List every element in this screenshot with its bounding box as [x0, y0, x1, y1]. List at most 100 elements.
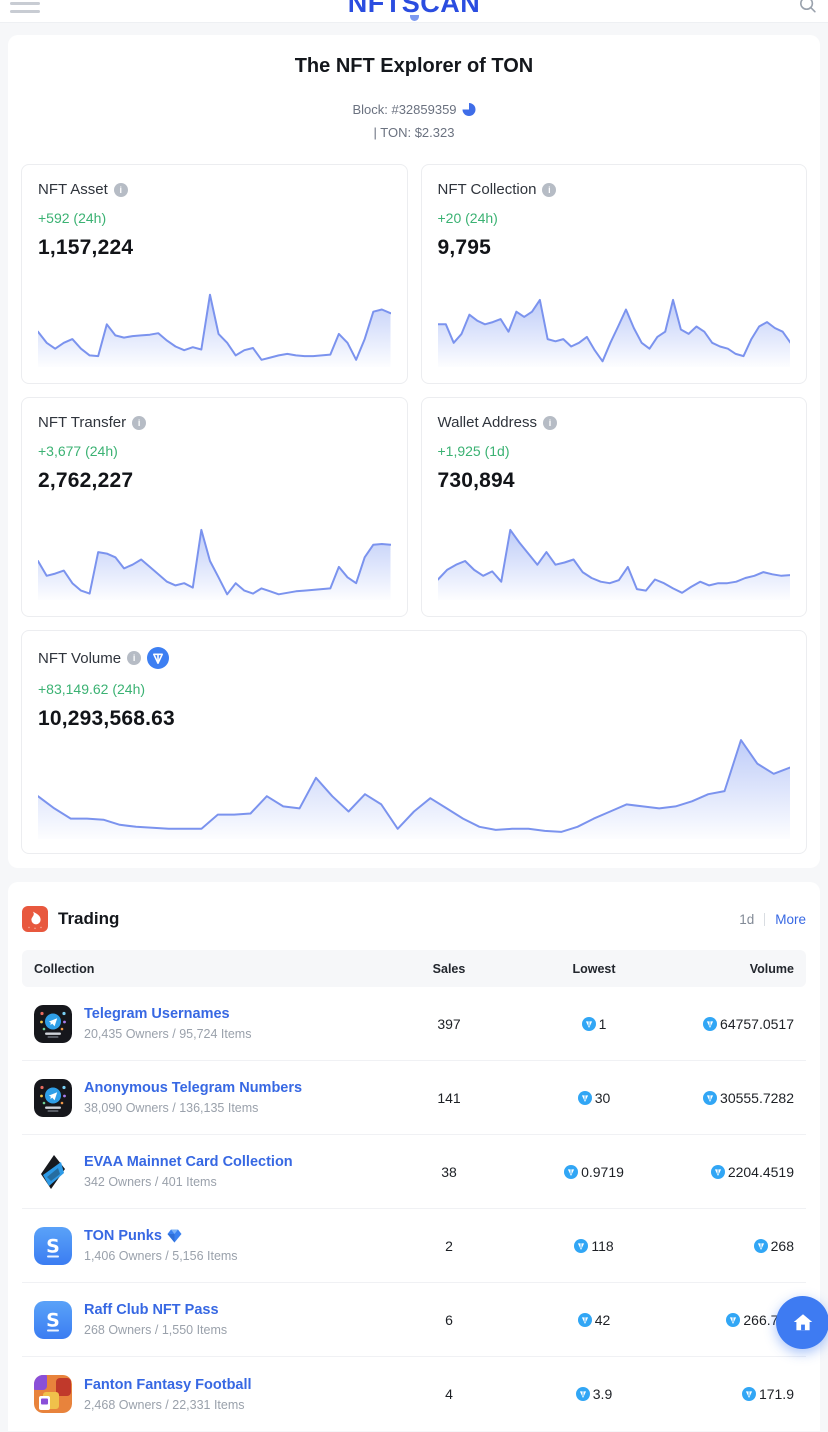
sales-value: 2 [445, 1237, 453, 1254]
nft-collection-chart [436, 289, 791, 367]
collection-avatar: S [34, 1226, 72, 1265]
column-header-collection: Collection [34, 961, 95, 976]
top-bar: NFTSCAN [0, 0, 828, 23]
wallet-address-chart [436, 522, 791, 600]
stat-change: +1,925 (1d) [437, 443, 510, 459]
volume-value: 30555.7282 [720, 1089, 794, 1106]
sales-value: 4 [445, 1386, 453, 1402]
volume-value: 2204.4519 [727, 1163, 794, 1180]
ton-coin-icon [581, 1016, 596, 1031]
ton-coin-icon [564, 1164, 579, 1179]
stat-card-nft-transfer: NFT Transfer i +3,677 (24h) 2,762,227 [21, 397, 408, 617]
ton-badge-icon [147, 647, 170, 669]
table-row[interactable]: Telegram Usernames 20,435 Owners / 95,72… [22, 987, 806, 1061]
collection-avatar: S [34, 1300, 72, 1339]
home-icon [793, 1313, 812, 1330]
stat-value: 730,894 [437, 469, 515, 492]
block-number: Block: #32859359 [352, 102, 457, 117]
svg-text:S: S [46, 1309, 60, 1331]
back-to-top-button[interactable] [776, 1296, 828, 1349]
ton-price: | TON: $2.323 [373, 125, 455, 140]
table-row[interactable]: Fanton Fantasy Football 2,468 Owners / 2… [22, 1357, 806, 1431]
collection-name[interactable]: EVAA Mainnet Card Collection [84, 1154, 293, 1170]
nftscan-logo[interactable]: NFTSCAN [347, 0, 481, 18]
column-header-volume: Volume [749, 961, 794, 976]
hamburger-bar [10, 10, 40, 13]
lowest-value: 118 [591, 1237, 614, 1254]
table-row[interactable]: EVAA Mainnet Card Collection 342 Owners … [22, 1135, 806, 1209]
collection-meta: 2,468 Owners / 22,331 Items [84, 1397, 245, 1412]
collection-avatar [34, 1078, 72, 1117]
nft-transfer-chart [37, 522, 392, 600]
sales-value: 141 [437, 1089, 461, 1106]
ton-coin-icon [741, 1387, 756, 1401]
nft-volume-chart [37, 733, 791, 839]
stat-label: Wallet Address [437, 414, 538, 431]
table-row[interactable]: S Raff Club NFT Pass 268 Owners / 1,550 … [22, 1283, 806, 1357]
collection-meta: 342 Owners / 401 Items [84, 1175, 217, 1189]
collection-meta: 1,406 Owners / 5,156 Items [84, 1249, 238, 1263]
stat-label: NFT Transfer [38, 414, 127, 431]
trading-table-body: Telegram Usernames 20,435 Owners / 95,72… [22, 987, 806, 1431]
column-header-sales: Sales [432, 961, 466, 976]
stat-card-wallet-address: Wallet Address i +1,925 (1d) 730,894 [420, 397, 807, 617]
stat-change: +3,677 (24h) [38, 443, 118, 459]
period-selector[interactable]: 1d [739, 911, 755, 927]
ton-coin-icon [753, 1238, 768, 1253]
info-icon[interactable]: i [542, 182, 557, 197]
search-icon[interactable] [798, 0, 818, 19]
volume-value: 268 [770, 1237, 794, 1254]
collection-name[interactable]: Fanton Fantasy Football [84, 1376, 252, 1393]
table-row[interactable]: S TON Punks 1,406 Owners / 5,156 Items 2 [22, 1209, 806, 1283]
collection-name[interactable]: Anonymous Telegram Numbers [84, 1080, 303, 1096]
stat-value: 10,293,568.63 [38, 707, 175, 730]
stat-label: NFT Collection [437, 181, 537, 198]
divider [764, 912, 766, 926]
lowest-value: 0.9719 [581, 1163, 624, 1180]
nft-asset-chart [37, 289, 392, 367]
ton-coin-icon [726, 1312, 741, 1327]
ton-coin-icon [710, 1164, 725, 1179]
ton-coin-icon [703, 1016, 718, 1031]
block-live-icon [462, 103, 476, 116]
info-icon[interactable]: i [113, 182, 128, 197]
ton-coin-icon [703, 1090, 718, 1105]
collection-name[interactable]: TON Punks [84, 1228, 162, 1244]
collection-meta: 268 Owners / 1,550 Items [84, 1323, 228, 1337]
page-title: The NFT Explorer of TON [294, 55, 534, 77]
lowest-value: 1 [598, 1015, 607, 1032]
table-row[interactable]: Anonymous Telegram Numbers 38,090 Owners… [22, 1061, 806, 1135]
info-icon[interactable]: i [543, 415, 557, 430]
trading-section: Trading 1d More Collection Sales Lowest … [8, 882, 820, 1431]
collection-meta: 20,435 Owners / 95,724 Items [84, 1027, 252, 1041]
collection-avatar [34, 1153, 72, 1191]
stat-change: +592 (24h) [38, 210, 107, 226]
ton-coin-icon [574, 1238, 589, 1253]
column-header-lowest: Lowest [572, 961, 616, 976]
info-icon[interactable]: i [132, 415, 147, 430]
block-info: Block: #32859359 [8, 102, 820, 117]
trading-header: Trading 1d More [22, 882, 806, 950]
stat-label: NFT Volume [38, 649, 122, 667]
stat-change: +20 (24h) [437, 210, 498, 226]
collection-name[interactable]: Telegram Usernames [84, 1006, 230, 1022]
hamburger-menu-button[interactable] [10, 0, 42, 20]
stat-card-nft-collection: NFT Collection i +20 (24h) 9,795 [420, 164, 807, 384]
lowest-value: 30 [594, 1089, 611, 1106]
volume-value: 171.9 [758, 1386, 794, 1402]
stat-change: +83,149.62 (24h) [38, 681, 146, 697]
more-link[interactable]: More [775, 911, 806, 927]
collection-name[interactable]: Raff Club NFT Pass [84, 1302, 219, 1318]
stat-value: 1,157,224 [38, 236, 134, 259]
ton-coin-icon [577, 1090, 592, 1105]
sales-value: 397 [437, 1015, 461, 1032]
collection-meta: 38,090 Owners / 136,135 Items [84, 1101, 259, 1115]
collection-avatar [34, 1004, 72, 1043]
stat-value: 9,795 [437, 236, 492, 259]
hamburger-bar [10, 2, 40, 5]
collection-avatar [34, 1375, 72, 1413]
stats-grid: NFT Asset i +592 (24h) 1,157,224 NFT Col… [21, 164, 807, 617]
info-icon[interactable]: i [127, 651, 142, 665]
svg-text:S: S [46, 1235, 60, 1257]
trading-title: Trading [58, 909, 120, 928]
